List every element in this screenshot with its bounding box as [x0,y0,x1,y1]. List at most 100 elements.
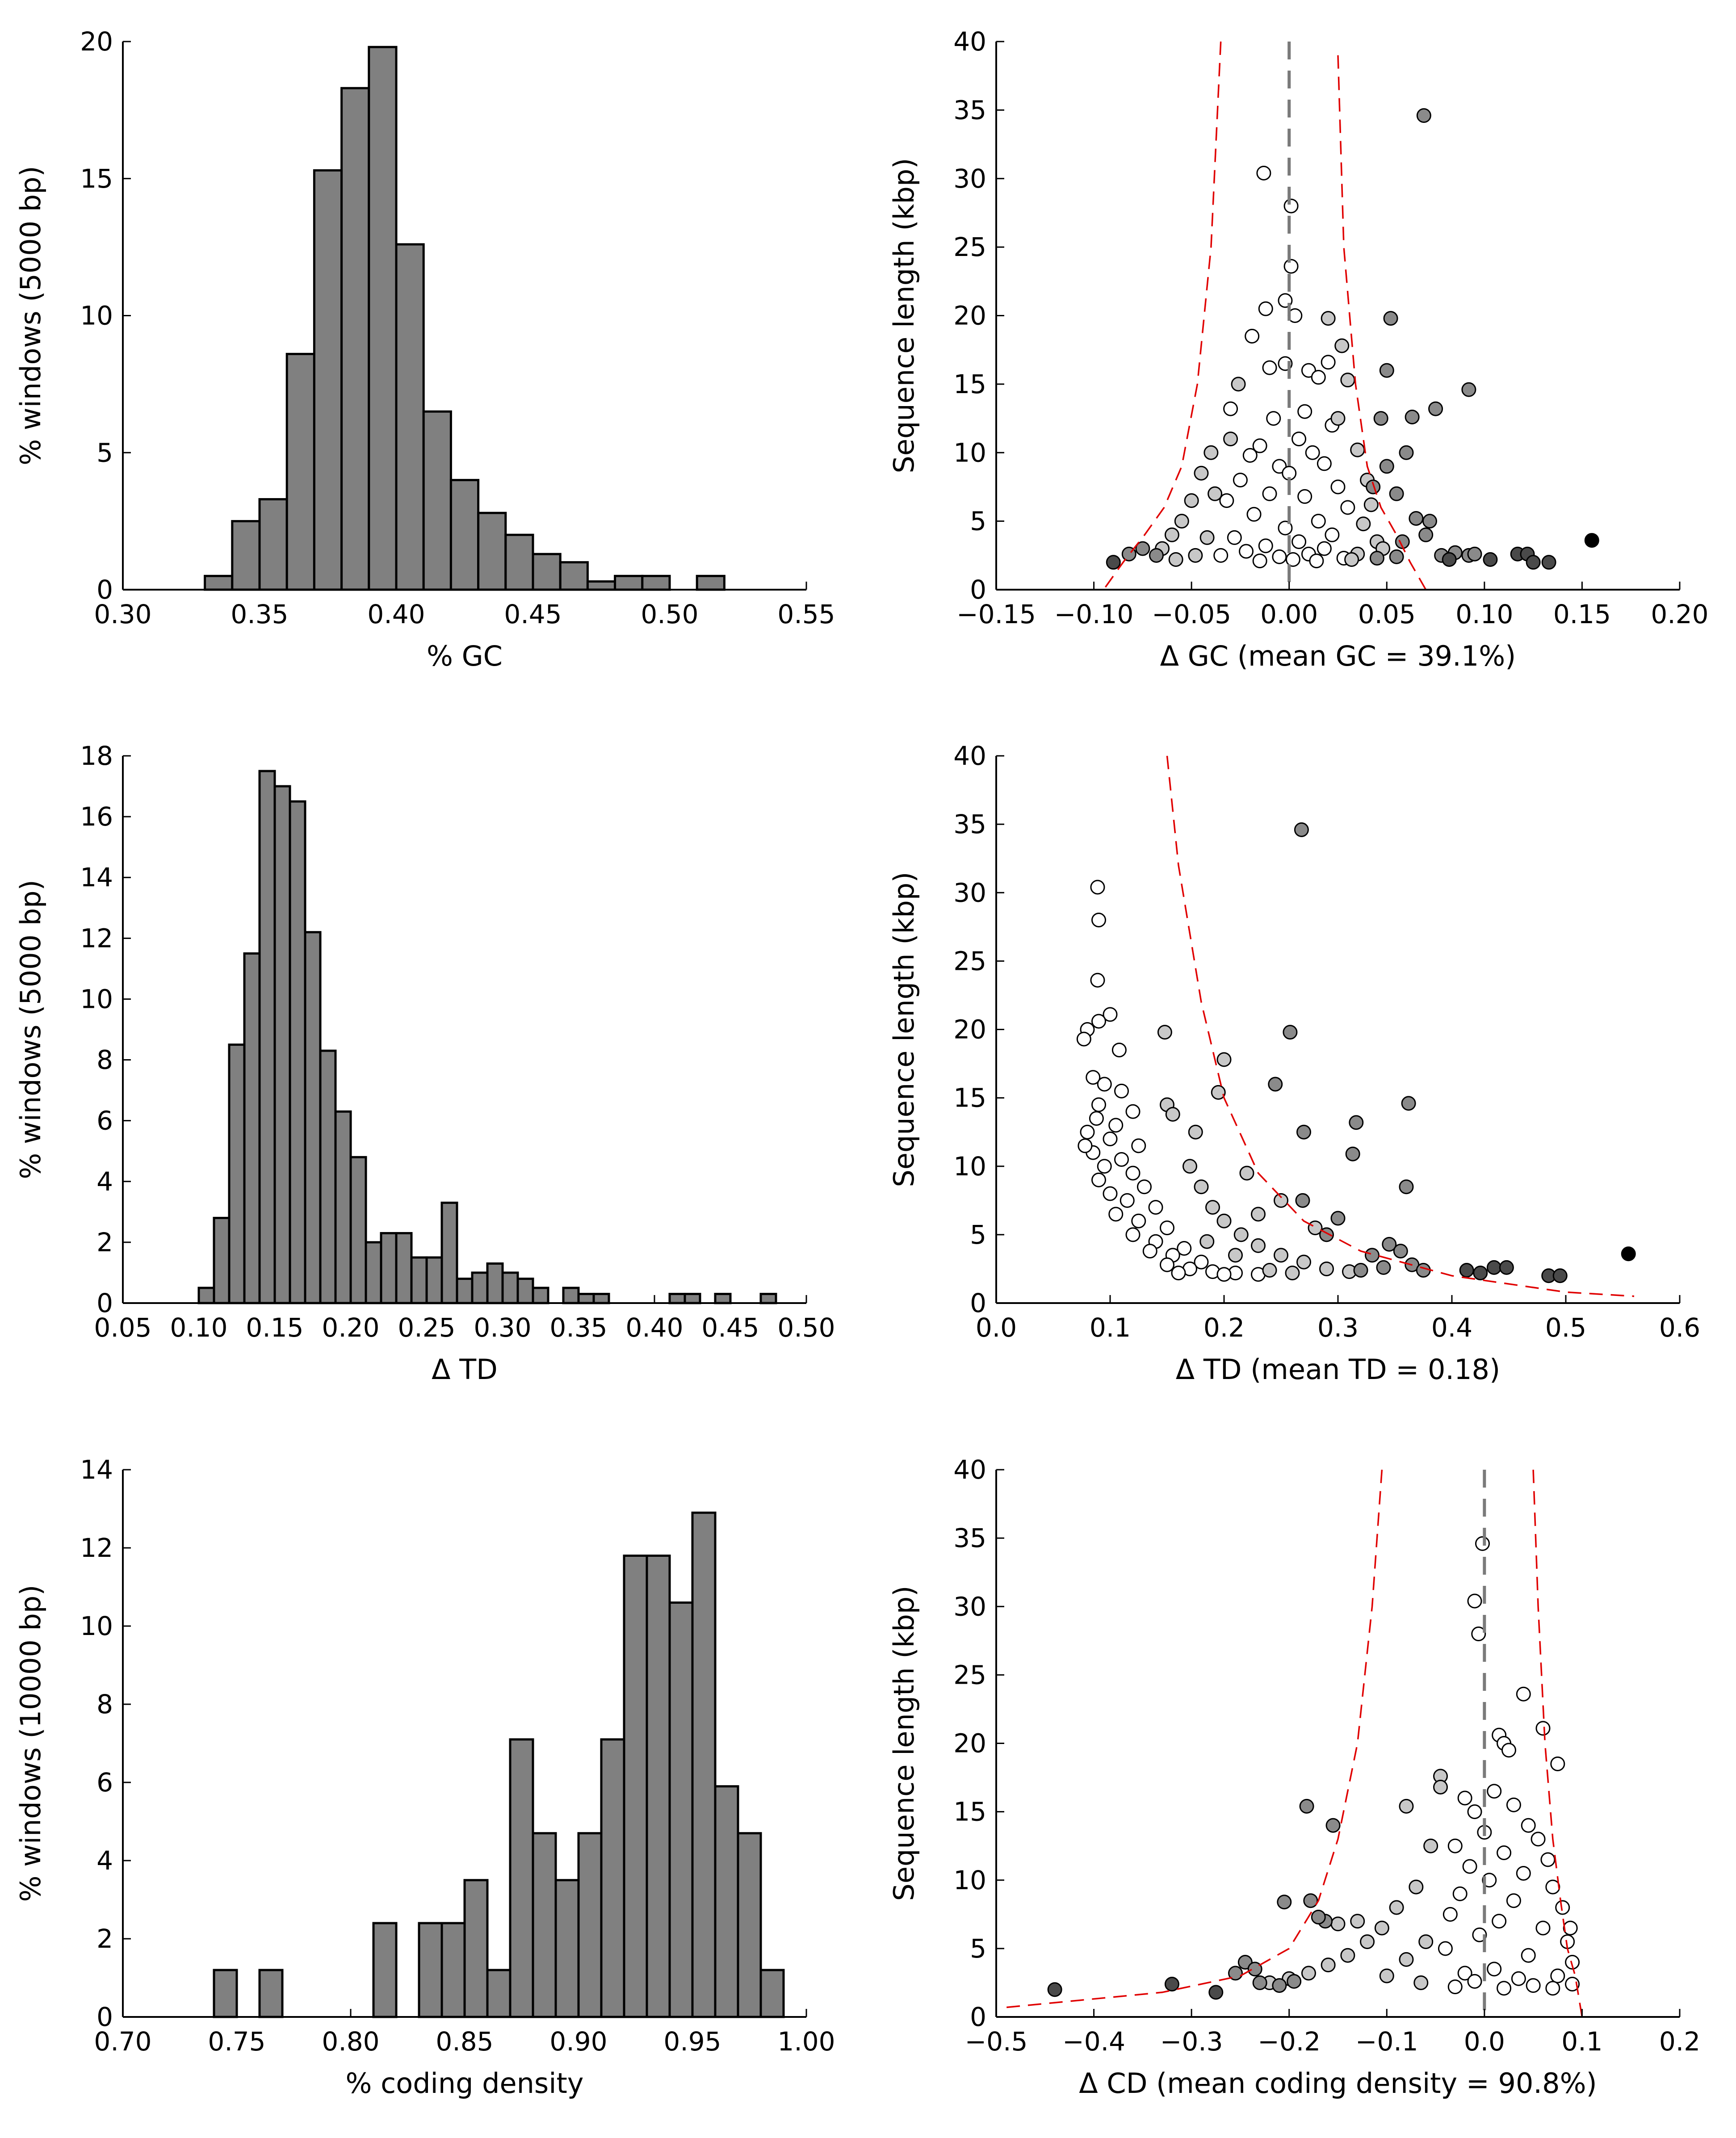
scatter-point [1389,549,1404,564]
x-tick-label: 0.45 [701,1312,759,1343]
histogram-bar [559,561,589,591]
scatter-point [1103,1186,1118,1201]
y-axis-label: % windows (5000 bp) [14,880,47,1179]
scatter-point [1125,1104,1141,1119]
scatter-point [1321,1958,1336,1973]
scatter-point [1047,1982,1062,1997]
scatter-point [1442,1907,1458,1922]
scatter-point [1097,1077,1112,1092]
scatter-point [1266,411,1281,426]
scatter-point [1239,1165,1254,1181]
y-tick-label: 8 [96,1689,113,1719]
y-tick-label: 30 [953,1591,986,1622]
scatter-point [1376,1260,1391,1275]
scatter-point [1521,1948,1536,1963]
scatter-point [1108,1207,1124,1222]
threshold-curve-low [1103,41,1222,591]
scatter-point [1516,1686,1531,1702]
threshold-curve-high [1532,1469,1583,2017]
scatter-point [1511,1971,1526,1986]
scatter-point [1205,1200,1220,1215]
scatter-point [1106,555,1121,570]
scatter-point [1114,1152,1129,1167]
histogram-bar [258,1969,284,2018]
scatter-point [1319,1261,1334,1276]
scatter-point [1296,1254,1311,1270]
y-tick-label: 4 [96,1166,113,1197]
x-tick-label: −0.2 [1258,2026,1321,2057]
y-tick-label: 25 [953,946,986,976]
gc-histogram-panel: 0.30 0.35 0.40 0.45 0.50 0.55 0 5 10 15 20 % GC % wi… [14,26,835,672]
histogram-bar [418,1922,443,2018]
y-tick-label: 15 [953,1083,986,1113]
scatter-point [1467,1804,1482,1819]
x-tick-label: 0.85 [436,2026,493,2057]
scatter-point [1325,1818,1341,1833]
histogram-bar [440,1201,458,1304]
scatter-point [1526,555,1541,570]
scatter-point [1262,360,1277,375]
scatter-point [1340,373,1355,388]
scatter-point [1080,1124,1095,1140]
scatter-point [1473,1266,1488,1281]
scatter-point [1199,1234,1215,1249]
histogram-bar [471,1271,489,1304]
scatter-point [1379,1968,1394,1983]
histogram-bar [691,1511,717,2018]
scatter-point [1149,548,1164,563]
x-tick-label: 0.40 [367,599,425,629]
x-axis-label: Δ TD (mean TD = 0.18) [1176,1353,1500,1386]
scatter-point [1188,1124,1203,1140]
scatter-point [1103,1132,1118,1146]
scatter-point [1345,1146,1360,1161]
x-tick-label: 0.35 [549,1312,607,1343]
scatter-point [1091,913,1106,927]
histogram-bar [231,520,261,591]
scatter-point [1168,552,1183,567]
histogram-bar [501,1271,519,1304]
histogram-bar [340,87,370,591]
scatter-point [1433,1780,1448,1794]
scatter-point [1111,1042,1127,1057]
scatter-point [1272,549,1287,564]
y-tick-label: 20 [953,1015,986,1045]
scatter-point [1157,1025,1172,1040]
scatter-point [1584,533,1599,548]
x-tick-label: 0.95 [663,2026,721,2057]
scatter-point [1317,541,1332,556]
histogram-bar [456,1278,474,1304]
scatter-point [1251,1238,1266,1253]
scatter-point [1389,486,1404,501]
scatter-point [1292,432,1307,447]
scatter-point [1251,1207,1266,1222]
scatter-point [1262,1263,1277,1278]
x-tick-label: 0.2 [1659,2026,1700,2057]
histogram-bar [258,770,276,1304]
x-tick-label: 0.80 [322,2026,379,2057]
scatter-point [1565,1977,1580,1991]
scatter-point [1483,552,1498,567]
x-tick-label: 0.05 [1358,599,1416,629]
scatter-point [1160,1257,1174,1272]
scatter-point [1497,1981,1512,1996]
scatter-point [1550,1756,1565,1771]
y-tick-label: 2 [96,1227,113,1258]
scatter-point [1090,973,1105,988]
scatter-point [1311,514,1326,529]
scatter-point [1131,1213,1146,1228]
scatter-point [1184,493,1199,508]
x-tick-label: 0.15 [246,1312,303,1343]
y-axis-label: Sequence length (kbp) [888,872,920,1187]
scatter-point [1252,438,1267,453]
y-tick-label: 10 [80,301,113,331]
x-tick-label: 1.00 [777,2026,835,2057]
scatter-point [1467,546,1482,562]
scatter-point [1321,355,1336,370]
y-tick-label: 6 [96,1767,113,1798]
scatter-point [1471,1627,1486,1641]
scatter-point [1409,511,1424,526]
histogram-bar [313,169,343,591]
scatter-point [1374,1920,1389,1936]
scatter-point [1194,1254,1209,1270]
scatter-point [1228,1966,1243,1981]
